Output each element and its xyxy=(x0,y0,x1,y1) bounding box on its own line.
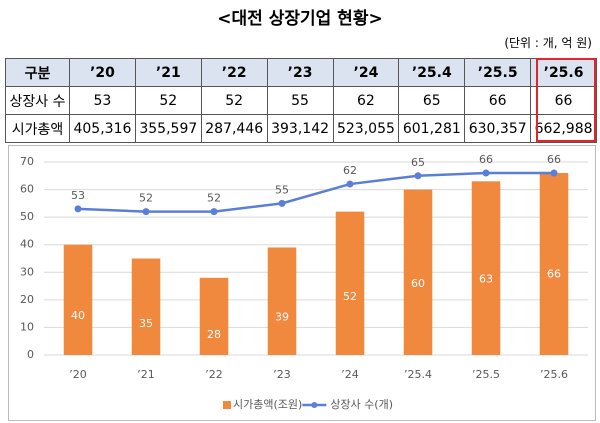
table-cell: 66 xyxy=(530,86,597,115)
point xyxy=(346,180,354,188)
table-cell: ’25.5 xyxy=(464,58,532,87)
bar xyxy=(335,211,365,355)
table-cell: 상장사 수 xyxy=(5,86,70,115)
table-cell: 52 xyxy=(134,86,202,115)
y-tick-label: 0 xyxy=(27,348,34,361)
highlight-box xyxy=(536,58,596,142)
table-cell: 630,357 xyxy=(464,114,532,143)
data-label: 28 xyxy=(207,328,221,341)
table-cell: 62 xyxy=(332,86,400,115)
data-label: 62 xyxy=(343,164,357,177)
table-cell: 65 xyxy=(398,86,466,115)
table-cell: 시가총액 xyxy=(5,114,70,143)
table-cell: ’22 xyxy=(200,58,268,87)
table-cell: 287,446 xyxy=(200,114,268,143)
table-cell: 66 xyxy=(464,86,532,115)
y-tick-label: 40 xyxy=(20,238,34,251)
table-cell: ’21 xyxy=(134,58,202,87)
point xyxy=(278,199,286,207)
table-cell: 405,316 xyxy=(69,114,136,143)
x-tick-label: ’21 xyxy=(137,368,155,381)
table-cell: 662,988 xyxy=(530,114,597,143)
y-tick-label: 10 xyxy=(20,320,34,333)
chart-border xyxy=(8,145,596,421)
data-label: 60 xyxy=(411,277,425,290)
y-tick-label: 60 xyxy=(20,183,34,196)
y-tick-label: 20 xyxy=(20,293,34,306)
legend-swatch xyxy=(223,401,231,409)
data-label: 66 xyxy=(547,267,561,280)
point xyxy=(414,172,422,180)
table-cell: ’20 xyxy=(69,58,136,87)
data-label: 39 xyxy=(275,311,289,324)
point xyxy=(550,169,558,177)
chart: 0 10 20 30 40 50 60 70 ’20 ’21 ’22 ’23 ’24 ’25.4 ’25.5… xyxy=(8,145,596,421)
line xyxy=(77,171,554,213)
bar xyxy=(199,277,229,355)
legend-label: 시가총액(조원) xyxy=(233,398,302,411)
bar xyxy=(267,247,297,355)
x-tick-label: ’22 xyxy=(205,368,223,381)
legend-label: 상장사 수(개) xyxy=(330,398,393,411)
table-cell: ’24 xyxy=(332,58,400,87)
x-tick-label: ’20 xyxy=(69,368,87,381)
header-row: 구분 ’20’21’22’23’24’25.4’25.5’25.6 xyxy=(5,58,597,87)
table-cell: ’25.4 xyxy=(398,58,466,87)
data-label: 66 xyxy=(479,153,493,166)
table-cell: 구분 xyxy=(5,58,70,87)
row: 시가총액 405,316 355,597 287,446 393,142 523,055 6… xyxy=(5,114,597,143)
data-label: 53 xyxy=(71,189,85,202)
data-label: 55 xyxy=(275,183,289,196)
bar xyxy=(539,173,569,355)
y-tick-label: 30 xyxy=(20,265,34,278)
data-label: 52 xyxy=(343,290,357,303)
table-cell: 355,597 xyxy=(134,114,202,143)
y-tick-label: 50 xyxy=(20,210,34,223)
x-tick-label: ’24 xyxy=(341,368,359,381)
data-label: 52 xyxy=(207,192,221,205)
data-label: 63 xyxy=(479,272,493,285)
data-label: 52 xyxy=(139,192,153,205)
bar xyxy=(63,244,93,355)
table-cell: ’23 xyxy=(266,58,334,87)
table-cell: 55 xyxy=(266,86,334,115)
table-cell: 393,142 xyxy=(266,114,334,143)
table-cell: 53 xyxy=(69,86,136,115)
x-tick-label: ’23 xyxy=(273,368,291,381)
point xyxy=(210,208,218,216)
y-tick-label: 70 xyxy=(20,155,34,168)
bar xyxy=(471,181,501,355)
point xyxy=(142,208,150,216)
x-tick-label: ’25.4 xyxy=(404,368,432,381)
bar xyxy=(131,258,161,355)
data-label: 40 xyxy=(71,309,85,322)
table-cell: 52 xyxy=(200,86,268,115)
legend-swatch xyxy=(311,402,318,408)
table: 구분 ’20’21’22’23’24’25.4’25.5’25.6 상장사 수 53… xyxy=(5,58,597,143)
unit: (단위 : 개, 억 원) xyxy=(504,36,592,50)
table-cell: 601,281 xyxy=(398,114,466,143)
title: <대전 상장기업 현황> xyxy=(217,9,383,29)
data-label: 66 xyxy=(547,153,561,166)
data-label: 35 xyxy=(139,317,153,330)
x-tick-label: ’25.5 xyxy=(472,368,500,381)
bar xyxy=(403,189,433,355)
x-tick-label: ’25.6 xyxy=(540,368,568,381)
point xyxy=(482,169,490,177)
table-cell: ’25.6 xyxy=(530,58,597,87)
row: 상장사 수 53 52 52 55 62 65 66 66 xyxy=(5,86,597,115)
point xyxy=(74,205,82,213)
table-cell: 523,055 xyxy=(332,114,400,143)
data-label: 65 xyxy=(411,156,425,169)
